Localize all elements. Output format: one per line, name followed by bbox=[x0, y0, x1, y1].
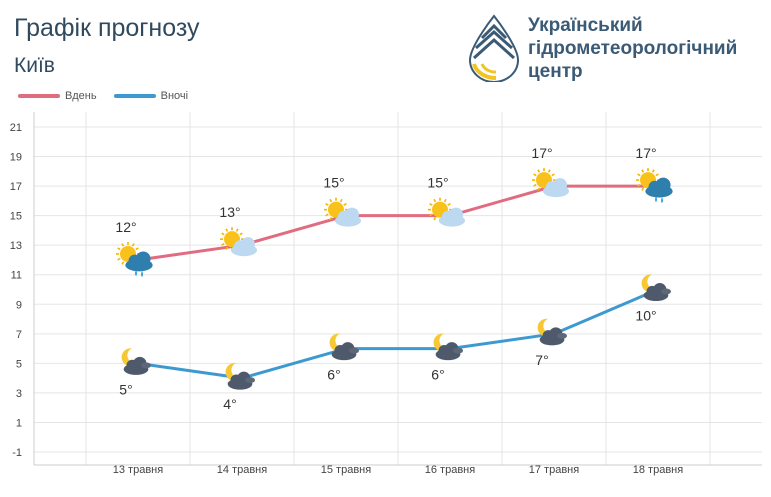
y-tick-label: 21 bbox=[10, 122, 22, 134]
x-tick-label: 13 травня bbox=[113, 464, 163, 476]
chart-legend: Вдень Вночі bbox=[18, 89, 202, 102]
y-tick-label: 1 bbox=[16, 417, 22, 429]
moon-cloud-icon bbox=[121, 348, 151, 375]
droplet-logo-icon bbox=[468, 14, 520, 83]
y-tick-label: 19 bbox=[10, 152, 22, 164]
city-name: Київ bbox=[14, 54, 55, 77]
series-line-night bbox=[136, 288, 660, 380]
legend-swatch-day bbox=[18, 94, 60, 98]
y-tick-label: 5 bbox=[16, 358, 22, 370]
x-tick-label: 18 травня bbox=[633, 464, 683, 476]
y-tick-label: 13 bbox=[10, 240, 22, 252]
sun-cloud-icon bbox=[428, 197, 465, 227]
y-tick-label: 9 bbox=[16, 299, 22, 311]
sun-rain-icon bbox=[116, 241, 153, 277]
moon-cloud-icon bbox=[225, 363, 255, 390]
org-logo: Український гідрометеорологічний центр bbox=[466, 14, 766, 84]
legend-swatch-night bbox=[113, 94, 156, 98]
page-title: Графік прогнозу bbox=[14, 14, 200, 42]
legend-item-day[interactable]: Вдень bbox=[18, 90, 97, 102]
y-tick-label: 15 bbox=[10, 211, 22, 223]
data-label-night: 5° bbox=[119, 381, 132, 397]
moon-cloud-icon bbox=[433, 333, 463, 361]
legend-label-day: Вдень bbox=[65, 90, 97, 102]
data-label-night: 6° bbox=[431, 367, 444, 383]
sun-cloud-icon bbox=[220, 227, 257, 257]
x-tick-label: 17 травня bbox=[529, 464, 579, 476]
org-name-line-1: Український bbox=[528, 15, 643, 36]
sun-cloud-icon bbox=[532, 168, 569, 198]
x-tick-label: 14 травня bbox=[217, 464, 267, 476]
moon-cloud-icon bbox=[537, 318, 567, 346]
data-label-night: 4° bbox=[223, 396, 236, 412]
moon-cloud-icon bbox=[329, 333, 359, 361]
y-tick-label: 7 bbox=[16, 329, 22, 341]
sun-cloud-icon bbox=[324, 197, 361, 227]
org-name-line-2: гідрометеорологічний bbox=[528, 38, 738, 59]
sun-rain-icon bbox=[636, 168, 673, 204]
data-label-night: 10° bbox=[635, 308, 656, 324]
data-label-day: 15° bbox=[323, 175, 344, 191]
data-label-day: 17° bbox=[635, 145, 656, 161]
series-line-day bbox=[136, 184, 660, 262]
x-tick-label: 15 травня bbox=[321, 464, 371, 476]
org-name-line-3: центр bbox=[528, 61, 583, 82]
moon-cloud-icon bbox=[641, 274, 671, 302]
y-tick-label: -1 bbox=[12, 447, 22, 459]
data-label-night: 6° bbox=[327, 367, 340, 383]
x-tick-label: 16 травня bbox=[425, 464, 475, 476]
data-label-day: 15° bbox=[427, 175, 448, 191]
data-label-day: 12° bbox=[115, 219, 136, 235]
data-label-day: 13° bbox=[219, 204, 240, 220]
y-tick-label: 11 bbox=[11, 270, 22, 282]
y-tick-label: 17 bbox=[10, 181, 22, 193]
legend-item-night[interactable]: Вночі bbox=[113, 90, 189, 102]
legend-label-night: Вночі bbox=[160, 90, 189, 102]
y-tick-label: 3 bbox=[16, 388, 22, 400]
data-label-night: 7° bbox=[535, 352, 548, 368]
data-label-day: 17° bbox=[531, 145, 552, 161]
